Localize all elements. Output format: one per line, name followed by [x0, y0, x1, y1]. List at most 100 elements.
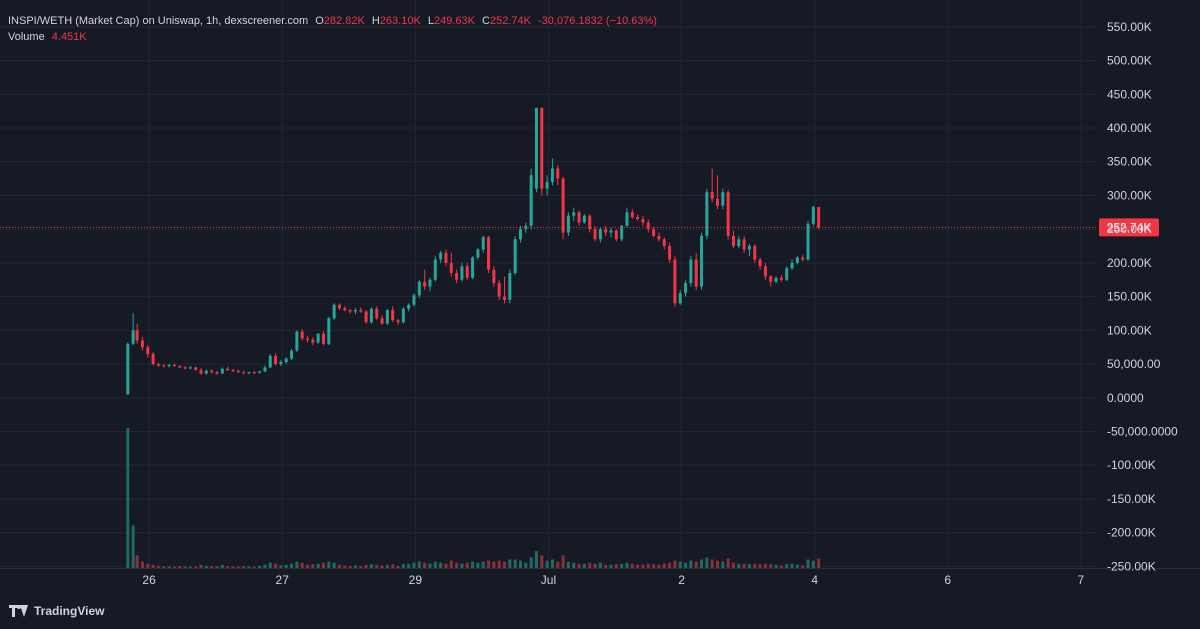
candle-body — [593, 229, 597, 240]
candle — [439, 250, 443, 263]
volume-bar — [290, 563, 294, 568]
time-axis[interactable]: 26 27 29 Jul 2 4 6 7 — [142, 573, 1084, 587]
volume-bar — [337, 564, 341, 568]
volume-bar — [231, 566, 235, 568]
volume-bar — [460, 563, 464, 568]
candle-body — [321, 333, 325, 344]
candle — [172, 363, 176, 367]
candle — [268, 353, 272, 369]
candle — [577, 210, 581, 226]
price-tick-label: 450.00K — [1107, 87, 1152, 101]
candle — [513, 235, 517, 276]
candle — [348, 308, 352, 314]
candle-body — [439, 252, 443, 260]
volume-bar — [247, 566, 251, 568]
candle — [598, 227, 602, 243]
tradingview-watermark[interactable]: TradingView — [9, 604, 104, 618]
volume-bar — [785, 564, 789, 568]
volume-bar — [646, 563, 650, 568]
volume-bar — [625, 562, 629, 568]
price-tick-label: 500.00K — [1107, 54, 1152, 68]
volume-bar — [327, 561, 331, 568]
candle-body — [513, 239, 517, 274]
legend-change: -30,076.1832 (−10.63%) — [538, 15, 657, 27]
candle-body — [204, 370, 208, 374]
candle-body — [684, 283, 688, 294]
candle-body — [678, 293, 682, 304]
volume-bar — [178, 566, 182, 568]
volume-bar — [497, 560, 501, 568]
volume-bar — [801, 565, 805, 568]
volume-bar — [694, 561, 698, 568]
volume-bar — [423, 562, 427, 568]
volume-bar — [577, 563, 581, 568]
candle-body — [652, 229, 656, 236]
candle-body — [582, 215, 586, 223]
candle-body — [311, 339, 315, 343]
candle — [401, 306, 405, 324]
candle — [556, 165, 560, 186]
candle-body — [396, 320, 400, 323]
volume-bar — [689, 560, 693, 568]
volume-bar — [550, 559, 554, 568]
candle — [737, 235, 741, 249]
candle-body — [140, 340, 144, 348]
candle-body — [534, 107, 538, 189]
volume-bar — [556, 561, 560, 568]
candle — [194, 366, 198, 371]
candle-body — [162, 365, 166, 367]
legend-line-2: Volume 4.451K — [8, 29, 657, 45]
candle-body — [508, 273, 512, 300]
candle — [604, 225, 608, 236]
candle-body — [662, 239, 666, 247]
legend-close-label: C — [482, 15, 490, 27]
volume-bar — [210, 566, 214, 568]
price-tick-label: -100.00K — [1107, 458, 1156, 472]
candle-body — [545, 181, 549, 189]
volume-bar — [268, 562, 272, 568]
volume-bar — [572, 562, 576, 568]
candle — [311, 337, 315, 346]
price-axis[interactable]: 550.00K 500.00K 450.00K 400.00K 350.00K 300.0… — [1107, 20, 1178, 574]
candle-body — [284, 358, 288, 363]
candle — [471, 256, 475, 280]
candle-body — [199, 370, 203, 374]
candle — [391, 306, 395, 323]
candle — [455, 269, 459, 284]
volume-bar — [167, 566, 171, 568]
candle-body — [471, 257, 475, 278]
last-price-line: 252.74K — [0, 218, 1159, 237]
candle — [151, 351, 155, 366]
legend-high-value: 263.10K — [379, 15, 421, 27]
price-tick-label: 400.00K — [1107, 121, 1152, 135]
volume-bar — [396, 565, 400, 568]
candle — [540, 107, 544, 196]
legend-volume-value: 4.451K — [51, 31, 87, 43]
volume-bar — [199, 564, 203, 568]
grid — [0, 0, 1200, 569]
candle-body — [359, 310, 363, 312]
volume-bar — [700, 559, 704, 568]
candle — [460, 262, 464, 282]
time-tick-label: 26 — [142, 573, 156, 587]
volume-bar — [811, 560, 815, 568]
candle-body — [343, 308, 347, 311]
candle — [407, 303, 411, 312]
candle-body — [449, 262, 453, 274]
candle — [210, 369, 214, 374]
volume-bar — [588, 562, 592, 568]
legend-title: INSPI/WETH (Market Cap) on Uniswap, 1h, … — [8, 15, 309, 27]
candle — [204, 369, 208, 375]
candle-body — [785, 268, 789, 280]
candle — [247, 371, 251, 375]
last-price-label: 252.74K — [1107, 220, 1152, 234]
candle-body — [391, 310, 395, 321]
price-tick-label: 200.00K — [1107, 256, 1152, 270]
candle-body — [641, 219, 645, 223]
candle-body — [231, 370, 235, 372]
volume-bar — [465, 562, 469, 568]
price-tick-label: 50,000.00 — [1107, 357, 1161, 371]
candle-body — [540, 107, 544, 189]
candle — [678, 289, 682, 305]
